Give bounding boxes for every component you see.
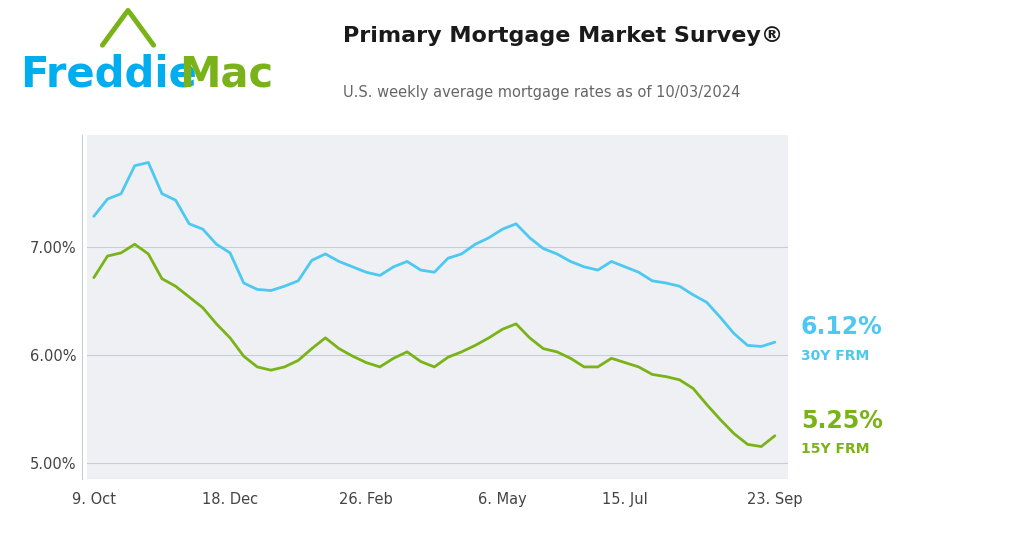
Text: Mac: Mac (179, 54, 273, 96)
Text: U.S. weekly average mortgage rates as of 10/03/2024: U.S. weekly average mortgage rates as of… (343, 86, 740, 101)
Text: Freddie: Freddie (20, 54, 198, 96)
Text: Primary Mortgage Market Survey®: Primary Mortgage Market Survey® (343, 26, 783, 46)
Text: 6.12%: 6.12% (801, 315, 883, 339)
Text: 15Y FRM: 15Y FRM (801, 442, 869, 456)
Text: 5.25%: 5.25% (801, 409, 883, 433)
Text: 30Y FRM: 30Y FRM (801, 349, 869, 363)
